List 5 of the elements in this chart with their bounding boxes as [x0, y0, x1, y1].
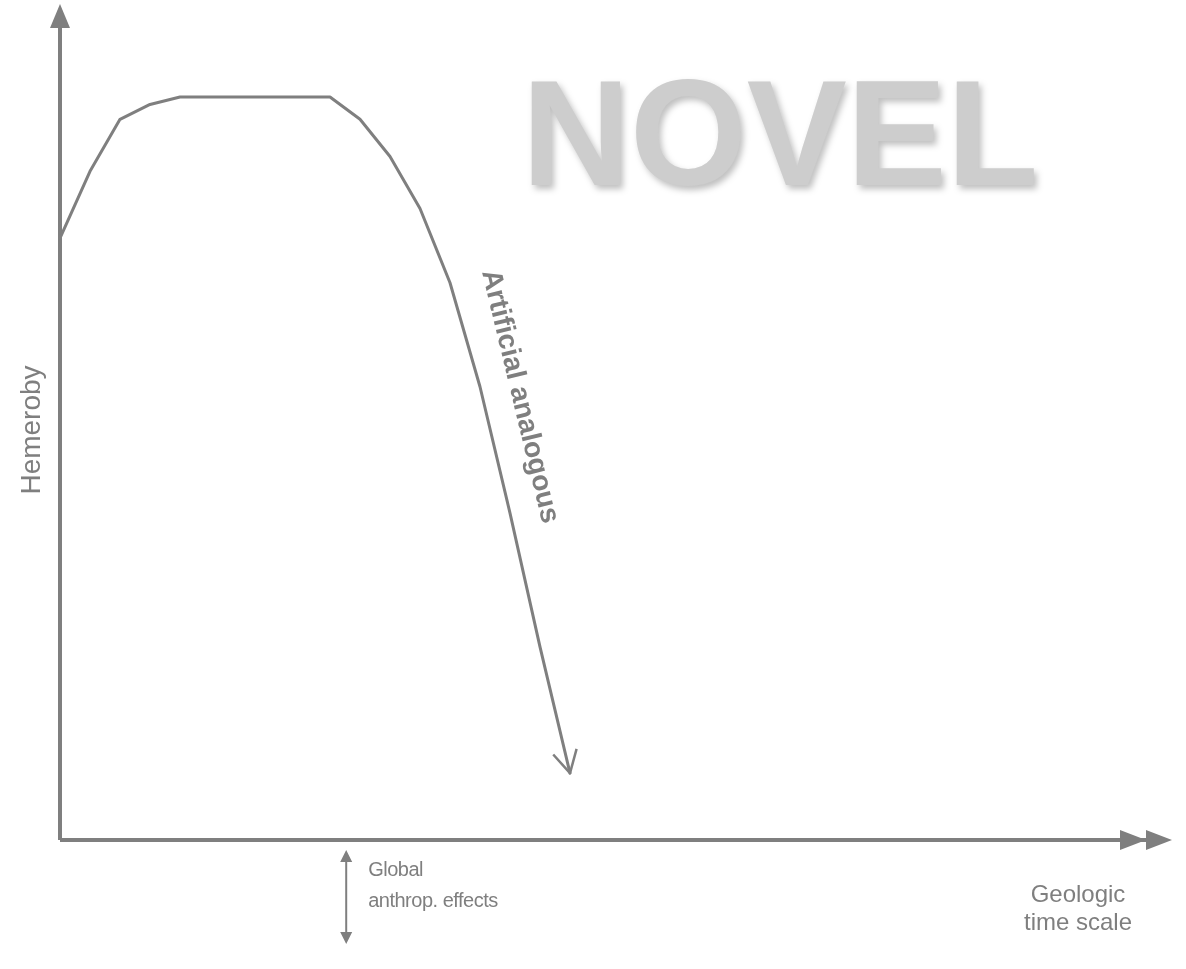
chart-title: NOVEL — [521, 49, 1039, 217]
text: Global anthrop. effects — [368, 858, 499, 911]
x-axis-title: Geologic time scale — [1023, 880, 1133, 935]
y-axis-title: Hemeroby — [15, 365, 46, 495]
annotation: Artificial analogous — [476, 266, 567, 527]
